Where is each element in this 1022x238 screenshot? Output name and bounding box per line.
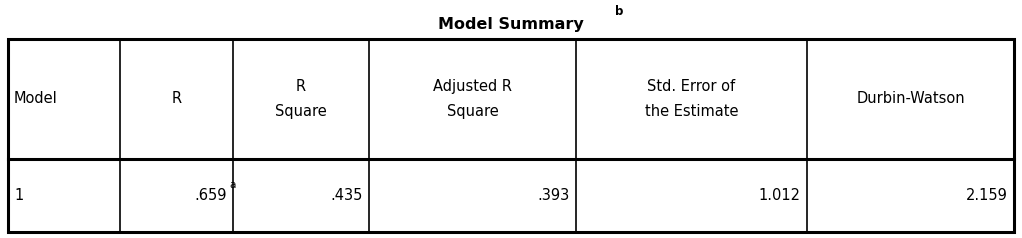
Text: 1: 1 — [14, 188, 24, 203]
Text: Model: Model — [14, 91, 58, 106]
Text: Model Summary: Model Summary — [438, 18, 584, 33]
Bar — [8, 39, 1014, 232]
Text: Durbin-Watson: Durbin-Watson — [856, 91, 965, 106]
Text: Std. Error of
the Estimate: Std. Error of the Estimate — [645, 79, 738, 119]
Text: .393: .393 — [538, 188, 570, 203]
Text: R
Square: R Square — [275, 79, 327, 119]
Text: b: b — [615, 5, 623, 18]
Text: .435: .435 — [330, 188, 363, 203]
Text: a: a — [230, 180, 236, 190]
Text: 1.012: 1.012 — [759, 188, 801, 203]
Text: 2.159: 2.159 — [966, 188, 1008, 203]
Text: Adjusted R
Square: Adjusted R Square — [433, 79, 512, 119]
Text: .659: .659 — [194, 188, 227, 203]
Text: R: R — [172, 91, 182, 106]
